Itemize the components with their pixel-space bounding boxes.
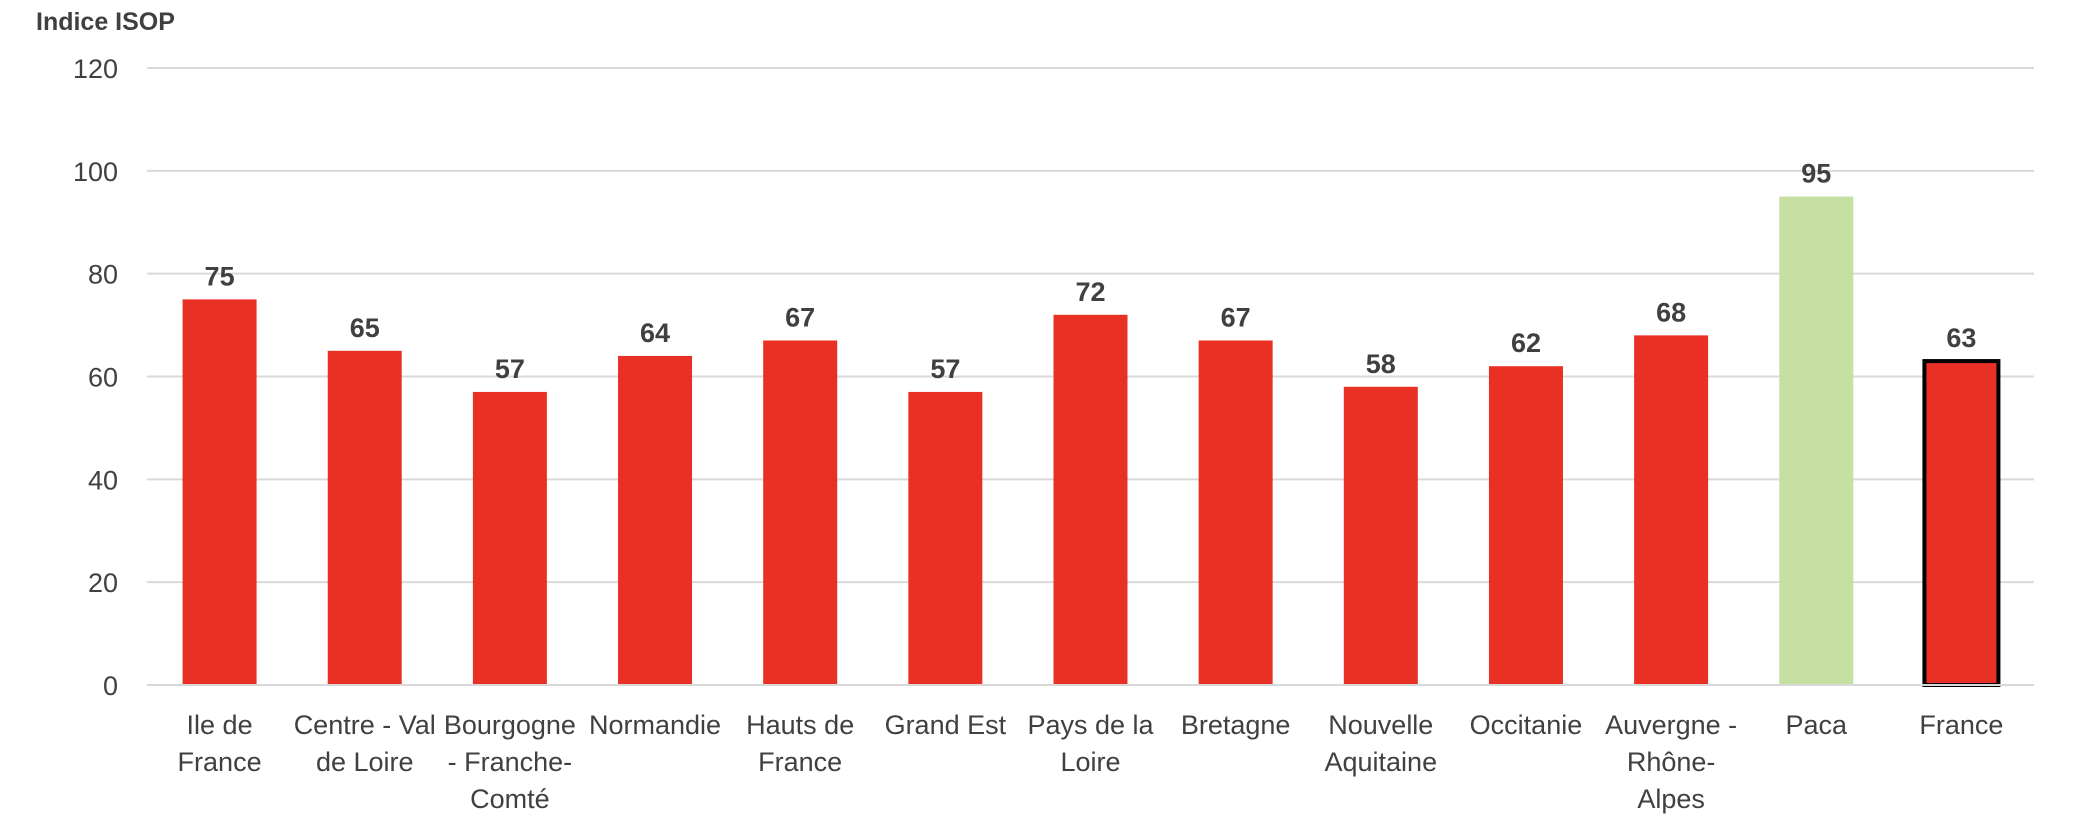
data-label: 57 [495,354,525,384]
data-label: 95 [1801,159,1831,189]
bar [1343,386,1418,685]
y-tick-label: 40 [88,465,118,495]
y-tick-label: 0 [103,671,118,701]
bar [1779,196,1854,685]
x-axis-categories: Ile de France Centre - Val de LoireBourgogn… [178,710,2004,814]
data-label: 75 [205,261,235,291]
data-label: 72 [1075,277,1105,307]
bar [1922,359,2001,687]
category-label: France [1919,710,2003,740]
y-tick-label: 100 [73,157,118,187]
y-tick-label: 60 [88,363,118,393]
category-label: Bretagne [1181,710,1291,740]
data-label: 62 [1511,328,1541,358]
bars [182,196,2001,687]
data-label: 57 [930,354,960,384]
category-label: Pays de la Loire [1027,710,1154,777]
bar [472,391,547,685]
category-label: Nouvelle Aquitaine [1325,710,1438,777]
data-labels: 75 65 57 64 67 57 72 67 58 62 68 95 63 [205,159,1977,384]
bar [908,391,983,685]
y-tick-label: 120 [73,54,118,84]
category-label: Ile de France [178,710,262,777]
category-label: Paca [1785,710,1848,740]
category-label: Normandie [589,710,721,740]
data-label: 64 [640,318,670,348]
data-label: 67 [785,303,815,333]
y-axis-ticks: 0 20 40 60 80 100 120 [73,54,118,701]
category-label: Occitanie [1470,710,1583,740]
category-label: Auvergne -Rhône-Alpes [1605,710,1737,814]
bar [618,355,693,685]
data-label: 63 [1946,323,1976,353]
bar [763,340,838,685]
y-axis-title: Indice ISOP [36,8,175,36]
category-label: Hauts de France [746,710,854,777]
bar [1488,366,1563,685]
category-label: Bourgogne - Franche-Comté [444,710,576,814]
y-tick-label: 80 [88,260,118,290]
bar [1053,314,1128,685]
data-label: 68 [1656,297,1686,327]
data-label: 67 [1221,303,1251,333]
category-label: Grand Est [885,710,1007,740]
category-label: Centre - Val de Loire [294,710,436,777]
data-label: 65 [350,313,380,343]
y-tick-label: 20 [88,568,118,598]
bar [182,299,257,685]
data-label: 58 [1366,349,1396,379]
bar [1198,340,1273,685]
bar [1634,335,1709,685]
bar [327,350,402,685]
